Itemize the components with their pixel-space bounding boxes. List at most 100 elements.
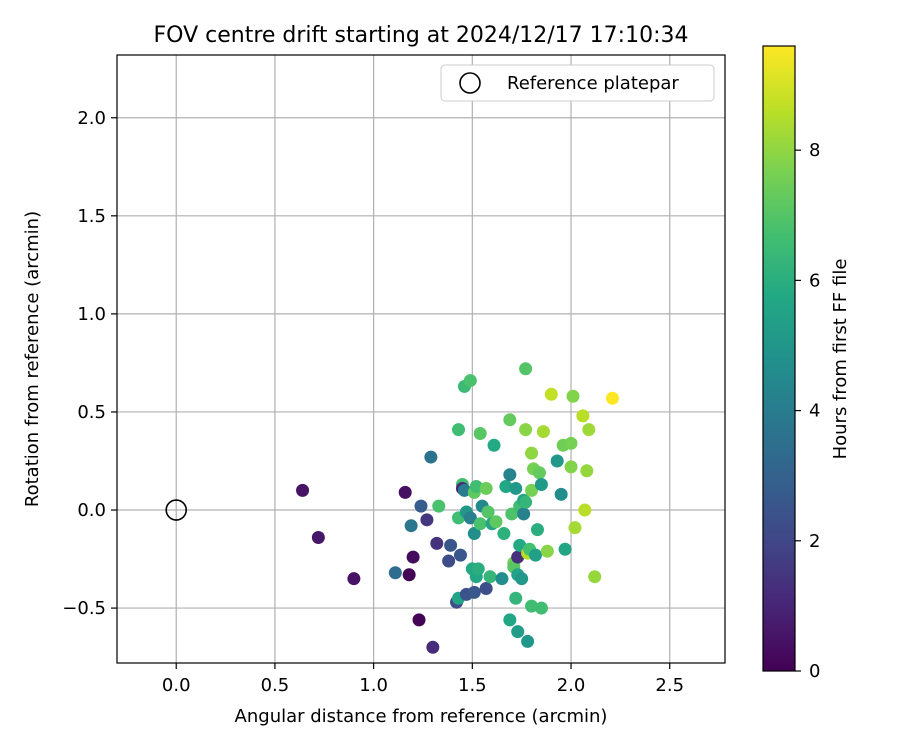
data-point bbox=[505, 507, 519, 521]
y-axis-ticks: −0.5 0.0 0.5 1.0 1.5 2.0 bbox=[62, 108, 117, 619]
data-point bbox=[402, 568, 416, 582]
data-point bbox=[426, 640, 440, 654]
data-point bbox=[511, 550, 525, 564]
data-point bbox=[398, 485, 412, 499]
x-tick-label: 1.0 bbox=[359, 675, 388, 696]
colorbar-tick-label: 8 bbox=[809, 140, 820, 161]
colorbar-tick-label: 0 bbox=[809, 661, 820, 682]
data-point bbox=[517, 507, 531, 521]
data-point bbox=[471, 562, 485, 576]
colorbar-tick-label: 6 bbox=[809, 270, 820, 291]
data-point bbox=[544, 387, 558, 401]
data-point bbox=[412, 613, 426, 627]
data-point bbox=[528, 548, 542, 562]
data-point bbox=[432, 499, 446, 513]
data-point bbox=[540, 544, 554, 558]
data-point bbox=[473, 427, 487, 441]
legend: Reference platepar bbox=[440, 64, 715, 102]
data-point bbox=[534, 601, 548, 615]
plot-background bbox=[117, 55, 725, 663]
data-point bbox=[463, 374, 477, 388]
data-point bbox=[513, 538, 527, 552]
data-point bbox=[568, 521, 582, 535]
y-tick-label: 1.0 bbox=[77, 304, 106, 325]
legend-marker-open-circle bbox=[459, 72, 481, 94]
data-point bbox=[566, 389, 580, 403]
data-point bbox=[576, 409, 590, 423]
data-points bbox=[296, 362, 619, 654]
data-point bbox=[511, 625, 525, 639]
x-tick-label: 2.5 bbox=[655, 675, 684, 696]
plot-area bbox=[116, 54, 726, 664]
gridlines bbox=[117, 55, 725, 663]
colorbar-frame bbox=[762, 45, 796, 672]
y-tick-label: 0.0 bbox=[77, 500, 106, 521]
x-tick-label: 0.5 bbox=[261, 675, 290, 696]
data-point bbox=[347, 572, 361, 586]
data-point bbox=[499, 479, 513, 493]
y-tick-label: 1.5 bbox=[77, 206, 106, 227]
data-point bbox=[479, 481, 493, 495]
data-point bbox=[420, 513, 434, 527]
data-point bbox=[530, 523, 544, 537]
data-point bbox=[605, 391, 619, 405]
data-point bbox=[519, 495, 533, 509]
data-point bbox=[554, 487, 568, 501]
data-point bbox=[406, 550, 420, 564]
data-point bbox=[467, 585, 481, 599]
data-point bbox=[521, 634, 535, 648]
data-point bbox=[580, 464, 594, 478]
data-point bbox=[550, 454, 564, 468]
data-point bbox=[457, 483, 471, 497]
colorbar-label: Hours from first FF file bbox=[830, 259, 851, 460]
data-point bbox=[536, 425, 550, 439]
data-point bbox=[487, 438, 501, 452]
y-axis-label: Rotation from reference (arcmin) bbox=[22, 211, 43, 507]
data-point bbox=[497, 527, 511, 541]
data-point bbox=[296, 483, 310, 497]
data-point bbox=[578, 503, 592, 517]
data-point bbox=[515, 572, 529, 586]
data-point bbox=[469, 479, 483, 493]
reference-platepar-marker bbox=[165, 499, 188, 521]
x-tick-label: 1.5 bbox=[458, 675, 487, 696]
colorbar-tick-label: 2 bbox=[809, 531, 820, 552]
data-point bbox=[452, 423, 466, 437]
data-point bbox=[473, 517, 487, 531]
x-axis-ticks: 0.0 0.5 1.0 1.5 2.0 2.5 bbox=[162, 663, 684, 696]
plot-frame bbox=[116, 54, 726, 664]
legend-box bbox=[440, 64, 715, 102]
data-point bbox=[453, 548, 467, 562]
data-point bbox=[430, 536, 444, 550]
data-point bbox=[311, 530, 325, 544]
data-point bbox=[503, 468, 517, 482]
data-point bbox=[503, 613, 517, 627]
data-point bbox=[509, 591, 523, 605]
data-point bbox=[519, 423, 533, 437]
x-tick-label: 0.0 bbox=[162, 675, 191, 696]
data-point bbox=[424, 450, 438, 464]
y-tick-label: −0.5 bbox=[62, 598, 106, 619]
data-point bbox=[525, 599, 539, 613]
data-point bbox=[463, 511, 477, 525]
data-point bbox=[503, 413, 517, 427]
data-point bbox=[582, 423, 596, 437]
colorbar-ticks: 0 2 4 6 8 bbox=[795, 140, 820, 682]
data-point bbox=[525, 446, 539, 460]
legend-entry-label: Reference platepar bbox=[507, 73, 679, 94]
data-point bbox=[525, 483, 539, 497]
colorbar-tick-label: 4 bbox=[809, 401, 820, 422]
chart-title: FOV centre drift starting at 2024/12/17 … bbox=[154, 23, 689, 48]
data-point bbox=[444, 538, 458, 552]
data-point bbox=[532, 466, 546, 480]
data-point bbox=[479, 581, 493, 595]
data-point bbox=[404, 519, 418, 533]
colorbar-gradient bbox=[763, 46, 795, 671]
data-point bbox=[442, 554, 456, 568]
x-axis-label: Angular distance from reference (arcmin) bbox=[235, 706, 608, 727]
y-tick-label: 2.0 bbox=[77, 108, 106, 129]
data-point bbox=[483, 570, 497, 584]
data-point bbox=[388, 566, 402, 580]
y-tick-label: 0.5 bbox=[77, 402, 106, 423]
